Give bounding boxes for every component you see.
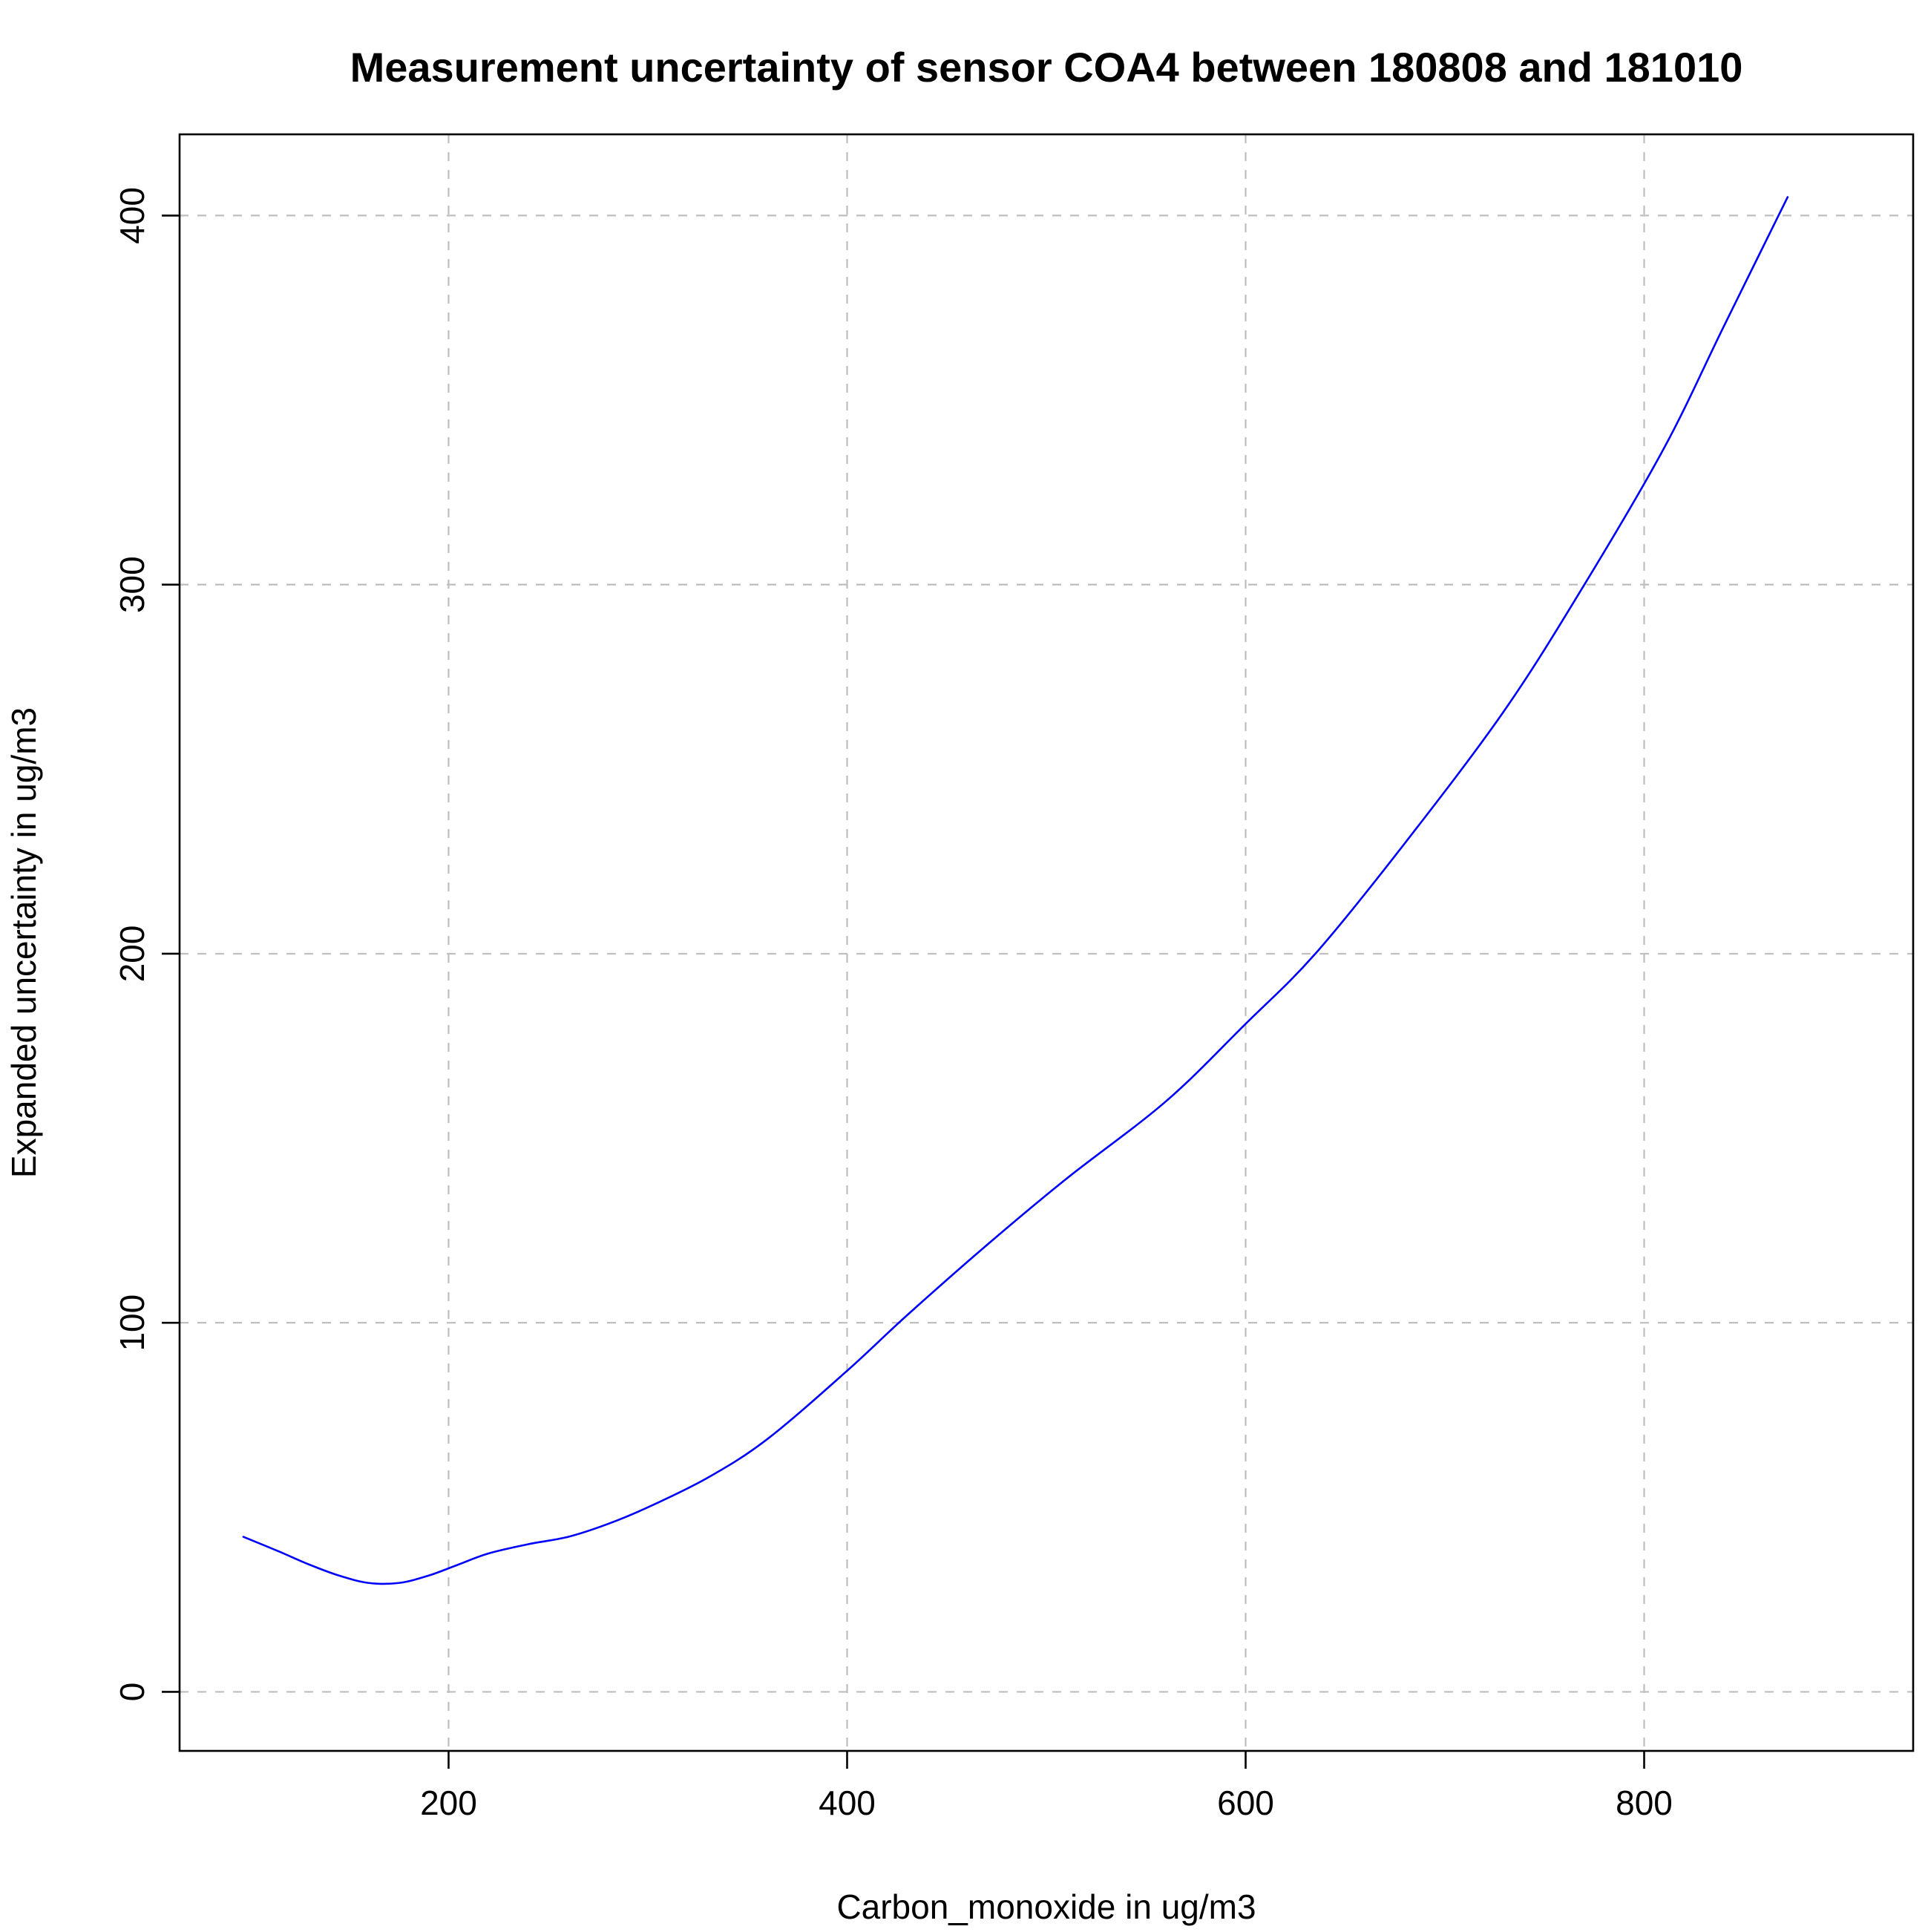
x-axis-label: Carbon_monoxide in ug/m3 — [836, 1887, 1256, 1926]
chart-title: Measurement uncertainty of sensor COA4 b… — [350, 44, 1743, 91]
x-tick-label-0: 200 — [420, 1784, 477, 1822]
y-tick-label-4: 400 — [113, 187, 151, 244]
y-tick-label-3: 300 — [113, 556, 151, 613]
x-tick-label-1: 400 — [819, 1784, 876, 1822]
y-tick-label-2: 200 — [113, 926, 151, 983]
x-tick-label-3: 800 — [1616, 1784, 1673, 1822]
y-tick-label-0: 0 — [113, 1683, 151, 1702]
y-axis-label: Expanded uncertainty in ug/m3 — [4, 707, 43, 1178]
x-tick-label-2: 600 — [1217, 1784, 1274, 1822]
y-tick-label-1: 100 — [113, 1294, 151, 1352]
